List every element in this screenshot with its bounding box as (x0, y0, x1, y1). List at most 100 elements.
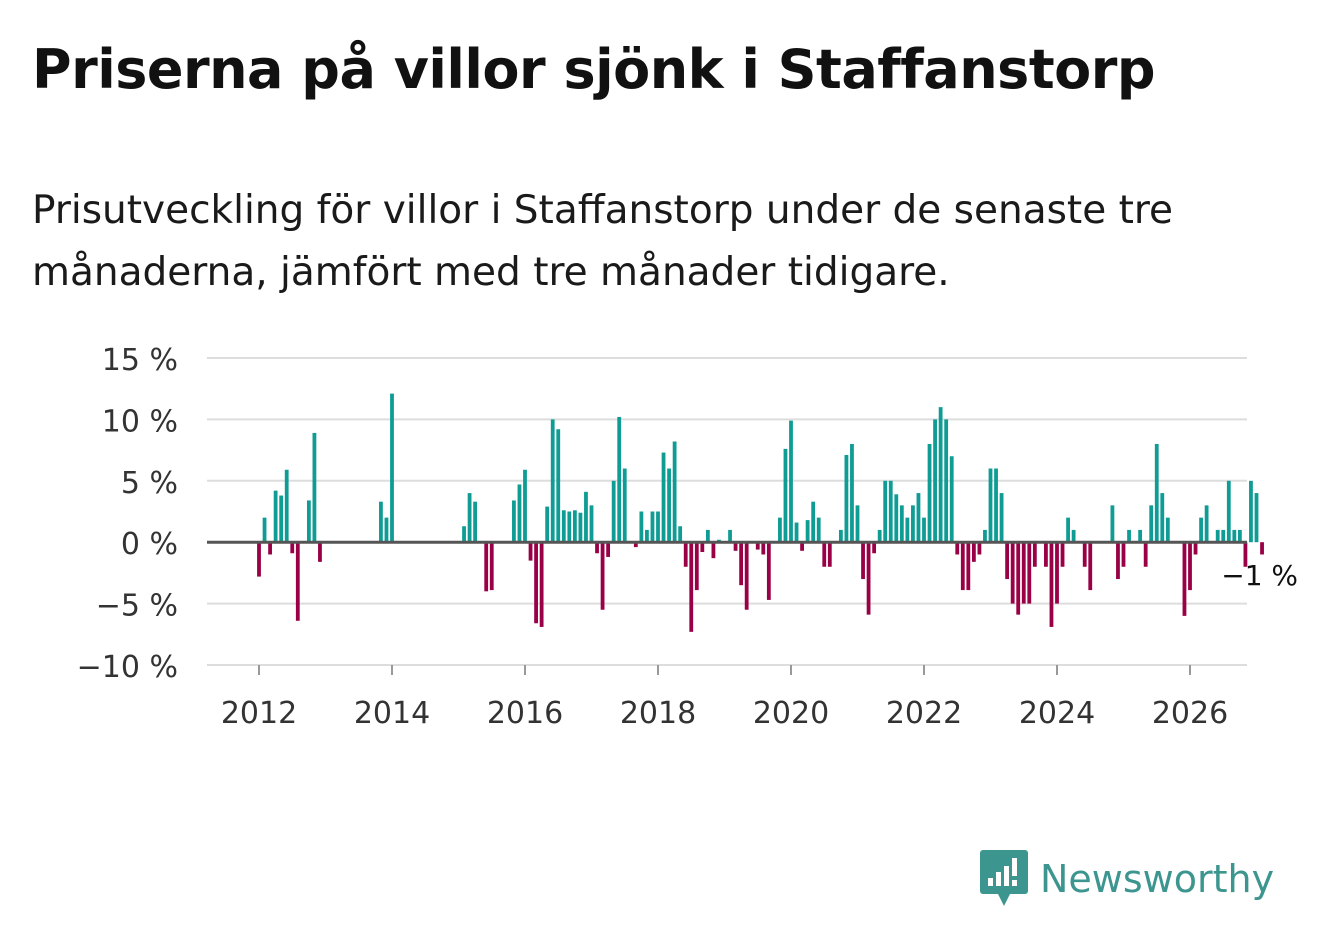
bar (528, 542, 533, 561)
y-axis-labels: 15 % 10 % 5 % 0 % −5 % −10 % (77, 343, 178, 685)
bar (877, 529, 882, 543)
bar (512, 500, 516, 543)
bar (390, 393, 394, 543)
bar (534, 542, 538, 624)
bar (545, 506, 550, 543)
bar (295, 542, 300, 621)
bar (1204, 505, 1209, 543)
bar (1021, 542, 1026, 604)
bar (1165, 517, 1170, 543)
x-tick-label: 2026 (1152, 696, 1228, 731)
bar (379, 501, 383, 543)
bar (983, 529, 987, 543)
bar (611, 480, 616, 543)
bar (1193, 542, 1198, 555)
chart-subtitle: Prisutveckling för villor i Staffanstorp… (32, 188, 1174, 295)
bar (844, 455, 849, 543)
annotations: −1 % (1221, 559, 1298, 592)
bar (816, 517, 821, 543)
bar (1226, 480, 1231, 543)
bar (883, 480, 888, 543)
bar (1110, 505, 1115, 543)
bar (733, 542, 738, 551)
bar (606, 542, 611, 557)
y-tick-label: 15 % (102, 343, 178, 378)
bar (539, 542, 544, 627)
bar (268, 542, 272, 555)
bar (916, 493, 921, 543)
bar (805, 520, 810, 543)
bar (306, 500, 311, 543)
x-axis: 2012 2014 2016 2018 2020 2022 2024 2026 (207, 540, 1247, 731)
bar (866, 542, 871, 615)
bar (861, 542, 865, 580)
bar (1027, 542, 1032, 604)
bar (938, 407, 943, 543)
x-tick-label: 2012 (221, 696, 297, 731)
bar (739, 542, 744, 586)
bar (761, 542, 766, 555)
bar (966, 542, 971, 591)
bar-chart: 15 % 10 % 5 % 0 % −5 % −10 % 2012 2014 2016 2018… (77, 343, 1298, 731)
bar (838, 529, 843, 543)
bar (1016, 542, 1021, 615)
bar (279, 495, 284, 543)
bar (595, 542, 599, 554)
bar (994, 468, 998, 543)
bar (1215, 529, 1220, 543)
bar (639, 511, 644, 543)
bar (1254, 493, 1259, 543)
bar (1143, 542, 1148, 567)
bar (705, 529, 710, 543)
bar (290, 542, 295, 554)
bar (1066, 517, 1070, 543)
bar (473, 501, 478, 543)
bar (960, 542, 965, 591)
bar (927, 443, 932, 543)
bar (600, 542, 605, 610)
x-tick-label: 2022 (886, 696, 962, 731)
bar (678, 526, 683, 543)
bar (550, 419, 555, 543)
bars (257, 393, 1264, 632)
bar (744, 542, 749, 610)
bar (1154, 443, 1159, 543)
bar (711, 542, 716, 559)
bar (1260, 542, 1264, 555)
bar (1121, 542, 1126, 567)
bar (1049, 542, 1054, 627)
bar (556, 429, 561, 543)
bar (850, 443, 854, 543)
bar (888, 480, 893, 543)
bar (894, 494, 899, 543)
bar (1232, 529, 1237, 543)
bar (1149, 505, 1154, 543)
bar (284, 469, 289, 543)
bar (1243, 542, 1248, 567)
bar (1237, 529, 1242, 543)
brand-logo: Newsworthy (980, 850, 1274, 908)
bar (944, 419, 949, 543)
bar (855, 505, 860, 543)
bar (667, 468, 671, 543)
bar (794, 522, 799, 543)
bar (783, 448, 788, 543)
bar (633, 542, 638, 548)
bar (1116, 542, 1120, 580)
bar (971, 542, 976, 562)
bar (661, 452, 666, 543)
bar (949, 456, 954, 543)
y-tick-label: 0 % (121, 527, 178, 562)
bar (1221, 529, 1226, 543)
bar (872, 542, 877, 554)
bar (1127, 529, 1131, 543)
newsworthy-logo-icon (980, 850, 1028, 906)
bar (1249, 480, 1253, 543)
x-tick-label: 2024 (1019, 696, 1095, 731)
bar (955, 542, 960, 555)
grid-lines (207, 357, 1247, 666)
bar (572, 510, 577, 543)
bar (567, 511, 572, 543)
bar (999, 493, 1004, 543)
bar (988, 468, 993, 543)
